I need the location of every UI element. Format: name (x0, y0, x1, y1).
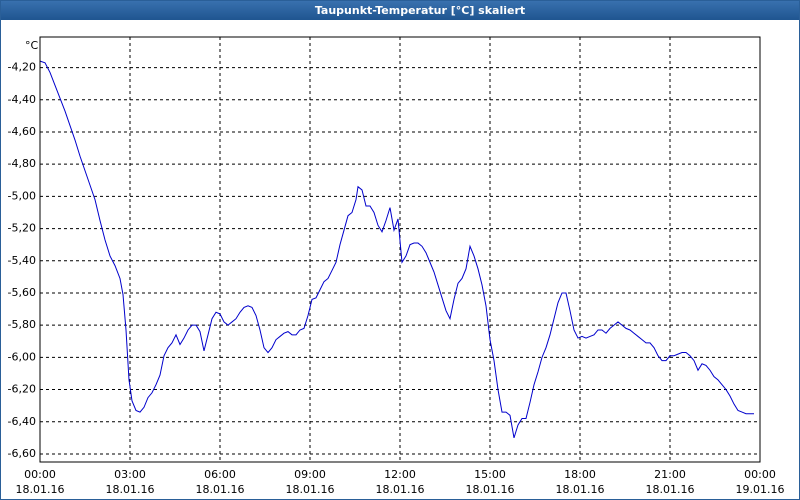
y-tick-label: -6,00 (8, 350, 36, 363)
x-tick-label: 00:00 (744, 468, 776, 481)
x-tick-label: 09:00 (294, 468, 326, 481)
x-tick-date: 18.01.16 (106, 483, 155, 496)
y-tick-label: -4,80 (8, 157, 36, 170)
x-tick-label: 03:00 (114, 468, 146, 481)
x-tick-date: 18.01.16 (16, 483, 65, 496)
x-tick-label: 21:00 (654, 468, 686, 481)
y-tick-label: -5,20 (8, 222, 36, 235)
y-tick-label: -6,20 (8, 383, 36, 396)
y-tick-label: -5,40 (8, 254, 36, 267)
x-tick-date: 19.01.16 (736, 483, 785, 496)
x-tick-date: 18.01.16 (196, 483, 245, 496)
x-tick-label: 15:00 (474, 468, 506, 481)
y-tick-label: -6,40 (8, 415, 36, 428)
x-tick-date: 18.01.16 (556, 483, 605, 496)
x-tick-label: 06:00 (204, 468, 236, 481)
y-tick-label: -4,20 (8, 61, 36, 74)
plot-frame (39, 36, 761, 463)
title-bar (0, 0, 800, 20)
x-tick-label: 12:00 (384, 468, 416, 481)
y-tick-label: -5,00 (8, 189, 36, 202)
y-tick-label: -4,40 (8, 93, 36, 106)
y-tick-label: -5,60 (8, 286, 36, 299)
x-tick-date: 18.01.16 (286, 483, 335, 496)
chart-title: Taupunkt-Temperatur [°C] skaliert (315, 4, 525, 17)
y-tick-label: -6,60 (8, 447, 36, 460)
y-unit: °C (25, 39, 39, 52)
y-tick-label: -5,80 (8, 318, 36, 331)
data-line (39, 60, 754, 439)
x-tick-date: 18.01.16 (376, 483, 425, 496)
y-tick-label: -4,60 (8, 125, 36, 138)
x-tick-label: 18:00 (564, 468, 596, 481)
x-tick-date: 18.01.16 (466, 483, 515, 496)
x-tick-label: 00:00 (24, 468, 56, 481)
x-tick-date: 18.01.16 (646, 483, 695, 496)
